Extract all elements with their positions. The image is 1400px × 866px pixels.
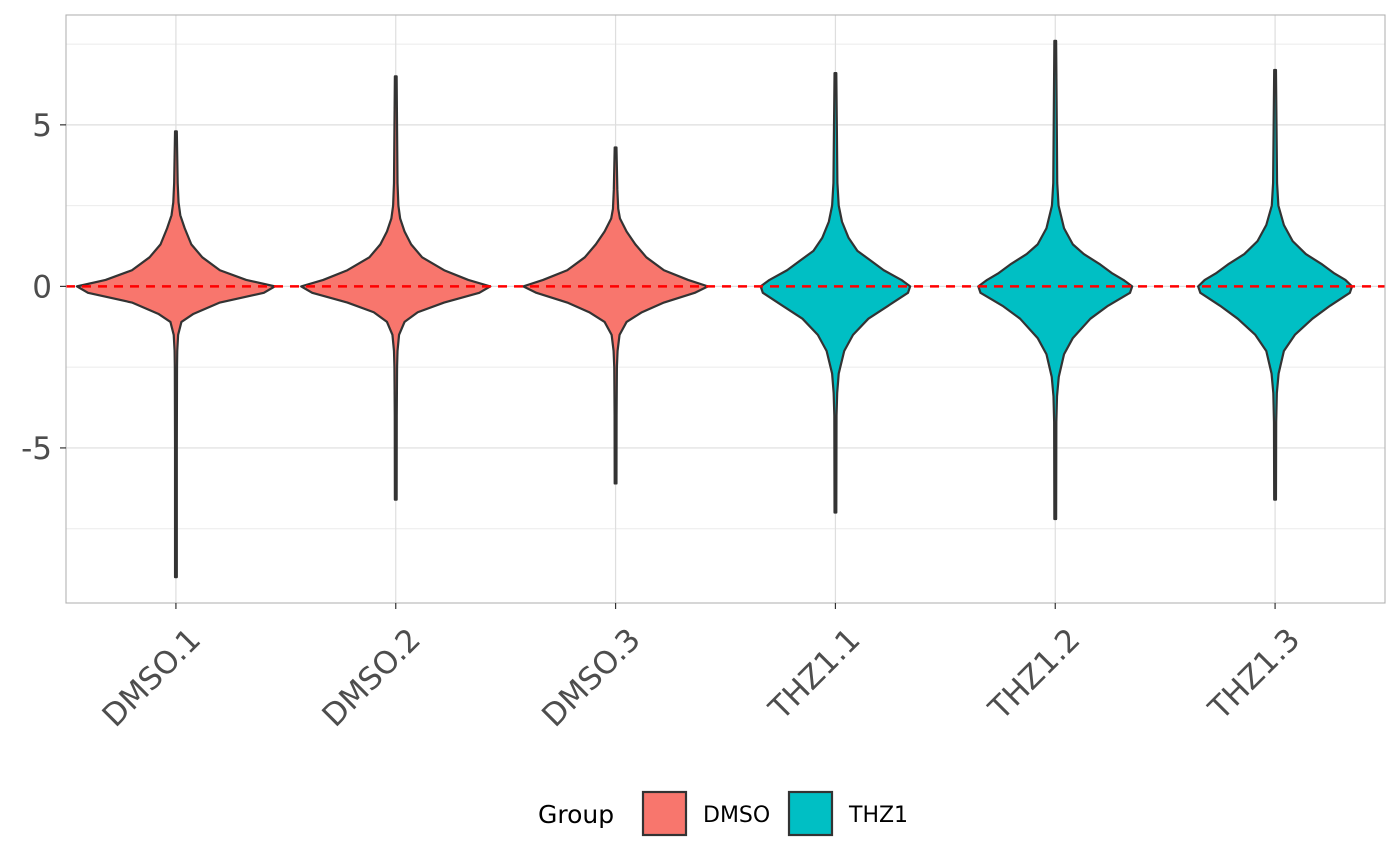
minor-gridlines <box>66 43 1385 530</box>
violin-thz1-3 <box>1197 68 1354 501</box>
y-tick-label: -5 <box>21 431 52 467</box>
x-tick-label: THZ1.3 <box>1201 622 1307 728</box>
plot-border <box>65 14 1386 604</box>
legend-label-dmso: DMSO <box>703 803 770 828</box>
y-axis: 5 0 -5 <box>21 108 66 467</box>
violin-dmso-1 <box>75 130 276 579</box>
x-axis: DMSO.1 DMSO.2 DMSO.3 THZ1.1 THZ1.2 THZ1.3 <box>96 603 1307 734</box>
legend: Group DMSO THZ1 <box>538 790 908 837</box>
violin-dmso-2 <box>300 75 492 501</box>
y-tick-label: 0 <box>32 269 52 305</box>
x-tick-label: THZ1.2 <box>981 622 1087 728</box>
violin-thz1-1 <box>759 72 912 514</box>
legend-key-thz1 <box>787 790 834 837</box>
x-tick-label: THZ1.1 <box>762 622 868 728</box>
violin-thz1-2 <box>977 39 1134 521</box>
plot-panel <box>66 15 1385 603</box>
violin-dmso-3 <box>522 146 710 485</box>
x-tick-label: DMSO.1 <box>96 622 208 734</box>
x-tick-label: DMSO.2 <box>315 622 427 734</box>
x-tick-label: DMSO.3 <box>535 622 647 734</box>
legend-key-dmso <box>641 790 688 837</box>
legend-label-thz1: THZ1 <box>848 803 908 828</box>
y-tick-label: 5 <box>32 108 52 144</box>
legend-title: Group <box>538 800 614 829</box>
violins <box>75 39 1354 579</box>
